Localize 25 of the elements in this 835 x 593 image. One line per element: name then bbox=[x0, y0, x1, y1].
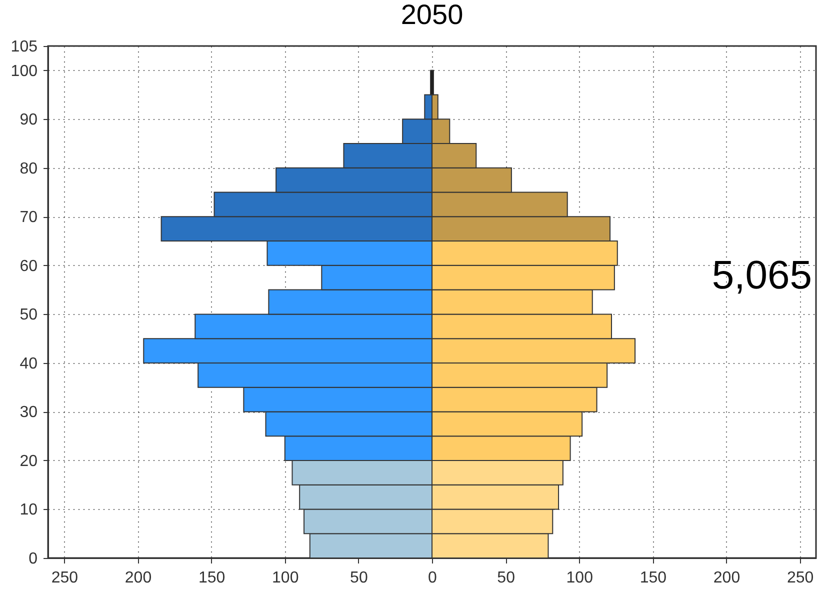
chart-title: 2050 bbox=[400, 0, 464, 30]
x-tick-label: 250 bbox=[786, 570, 814, 586]
y-tick-label: 90 bbox=[20, 112, 38, 129]
x-tick-label: 200 bbox=[124, 570, 152, 586]
x-tick-label: 100 bbox=[272, 570, 299, 586]
y-tick-label: 20 bbox=[20, 452, 38, 470]
y-tick-label: 105 bbox=[10, 38, 38, 56]
x-tick-label: 100 bbox=[566, 570, 594, 586]
y-tick-label: 0 bbox=[28, 550, 38, 568]
x-tick-label: 0 bbox=[428, 570, 438, 586]
x-tick-label: 150 bbox=[640, 570, 667, 586]
y-tick-label: 30 bbox=[20, 404, 38, 422]
x-tick-label: 200 bbox=[713, 570, 740, 586]
y-tick-label: 10 bbox=[20, 502, 38, 519]
annotation: 5,065 bbox=[712, 253, 812, 298]
y-tick-label: 100 bbox=[10, 62, 38, 80]
x-tick-label: 50 bbox=[350, 570, 368, 586]
y-tick-label: 60 bbox=[20, 258, 38, 275]
y-tick-label: 70 bbox=[20, 209, 38, 226]
x-tick-label: 50 bbox=[497, 570, 516, 586]
y-tick-label: 50 bbox=[20, 306, 38, 324]
x-tick-label: 150 bbox=[198, 570, 226, 586]
x-tick-label: 250 bbox=[51, 570, 78, 586]
y-tick-label: 80 bbox=[20, 160, 38, 178]
y-tick-label: 40 bbox=[20, 355, 38, 372]
